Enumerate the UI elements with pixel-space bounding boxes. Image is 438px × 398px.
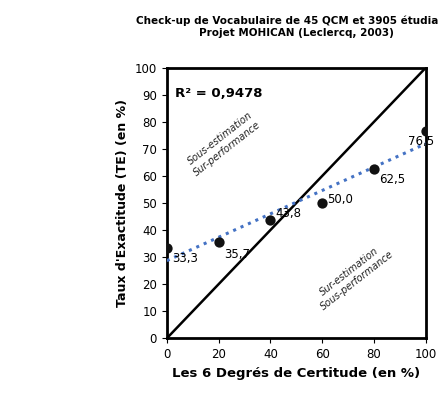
- Point: [266, 217, 273, 223]
- Text: Check-up de Vocabulaire de 45 QCM et 3905 étudiants
Projet MOHICAN (Leclercq, 20: Check-up de Vocabulaire de 45 QCM et 390…: [136, 16, 438, 38]
- Point: [215, 238, 222, 245]
- Y-axis label: Taux d'Exactitude (TE) (en %): Taux d'Exactitude (TE) (en %): [116, 99, 129, 307]
- Text: 62,5: 62,5: [378, 173, 404, 186]
- Point: [163, 245, 170, 252]
- Text: Sur-estimation
Sous-performance: Sur-estimation Sous-performance: [311, 240, 395, 312]
- Text: 35,7: 35,7: [223, 248, 249, 261]
- X-axis label: Les 6 Degrés de Certitude (en %): Les 6 Degrés de Certitude (en %): [172, 367, 420, 380]
- Text: 50,0: 50,0: [327, 193, 353, 206]
- Text: 33,3: 33,3: [172, 252, 198, 265]
- Text: 76,5: 76,5: [407, 135, 433, 148]
- Point: [370, 166, 377, 172]
- Text: Sous-estimation
Sur-performance: Sous-estimation Sur-performance: [184, 109, 262, 178]
- Text: 43,8: 43,8: [275, 207, 301, 220]
- Text: R² = 0,9478: R² = 0,9478: [174, 87, 261, 100]
- Point: [421, 128, 428, 135]
- Point: [318, 200, 325, 206]
